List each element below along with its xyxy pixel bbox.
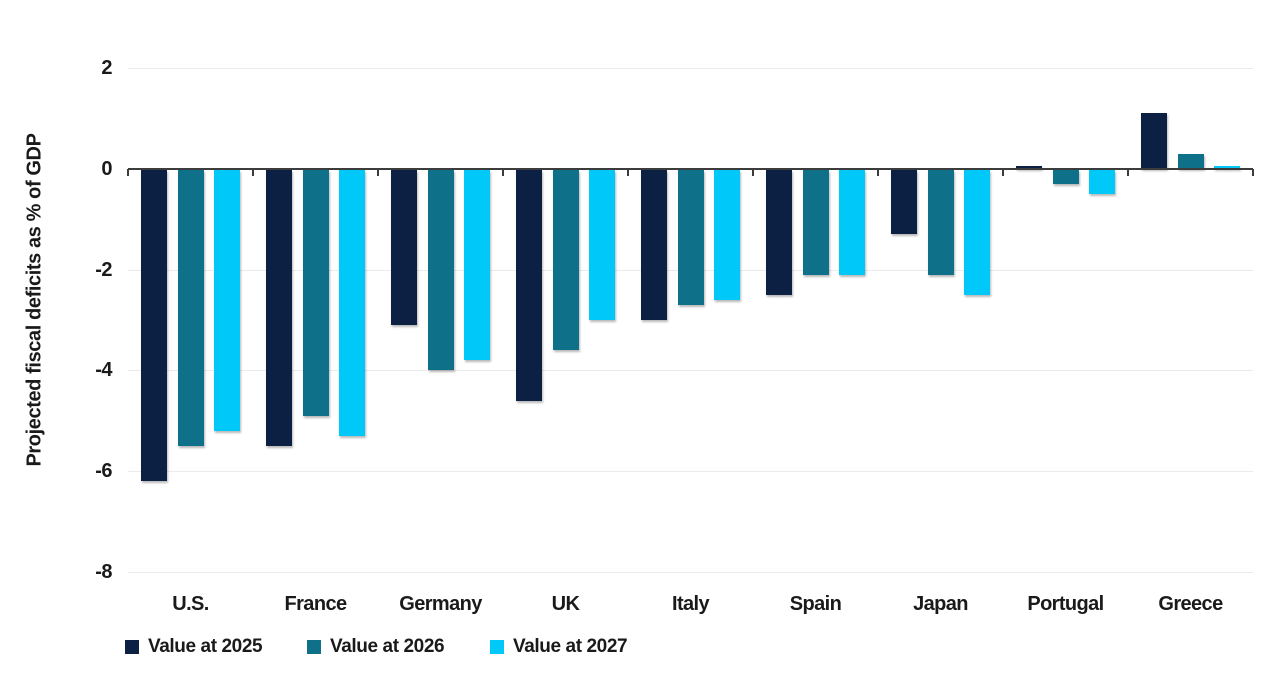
bar bbox=[964, 169, 990, 295]
y-tick-label: -8 bbox=[95, 561, 112, 583]
axis-tick bbox=[127, 168, 129, 176]
axis-tick bbox=[1252, 168, 1254, 176]
axis-tick bbox=[252, 168, 254, 176]
legend-item-2025: Value at 2025 bbox=[125, 634, 263, 660]
legend-swatch-2027 bbox=[490, 640, 504, 654]
bar bbox=[677, 169, 704, 305]
y-tick-label: -2 bbox=[95, 258, 112, 281]
x-category-label: Italy bbox=[671, 593, 710, 615]
bar bbox=[516, 169, 542, 401]
bar bbox=[1177, 153, 1204, 169]
bar bbox=[552, 169, 579, 351]
x-category-label: U.S. bbox=[172, 593, 209, 615]
bar bbox=[302, 169, 329, 416]
bar bbox=[1141, 113, 1167, 169]
bar bbox=[589, 169, 615, 320]
bar bbox=[141, 169, 167, 482]
gridline bbox=[128, 370, 1253, 372]
bar bbox=[802, 169, 829, 275]
bar bbox=[1052, 169, 1079, 184]
legend-item-2027: Value at 2027 bbox=[490, 634, 628, 660]
x-category-label: Greece bbox=[1158, 593, 1223, 615]
x-category-label: UK bbox=[551, 593, 580, 615]
bar bbox=[1089, 169, 1115, 194]
y-tick-label: -4 bbox=[95, 359, 112, 382]
axis-tick bbox=[1002, 168, 1004, 176]
x-category-label: France bbox=[284, 593, 348, 615]
bar bbox=[214, 169, 240, 431]
legend-label-2027: Value at 2027 bbox=[513, 636, 628, 657]
legend-swatch-2025 bbox=[125, 640, 139, 654]
zero-axis-line bbox=[128, 167, 1253, 170]
x-category-label: Portugal bbox=[1027, 593, 1104, 615]
axis-tick bbox=[502, 168, 504, 176]
bar bbox=[339, 169, 365, 436]
bar bbox=[427, 169, 454, 371]
plot-area bbox=[127, 68, 1254, 573]
bar bbox=[839, 169, 865, 275]
gridline bbox=[128, 68, 1253, 69]
axis-tick bbox=[377, 168, 379, 176]
y-axis-title: Projected fiscal deficits as % of GDP bbox=[23, 133, 46, 467]
axis-tick bbox=[877, 168, 879, 176]
axis-tick bbox=[752, 168, 754, 176]
bar bbox=[714, 169, 740, 300]
bar bbox=[1016, 166, 1042, 169]
gridline bbox=[128, 572, 1253, 573]
legend-label-2026: Value at 2026 bbox=[330, 636, 445, 657]
legend-label-2025: Value at 2025 bbox=[148, 636, 263, 657]
bar bbox=[266, 169, 292, 446]
gridline bbox=[128, 471, 1253, 473]
x-category-label: Japan bbox=[913, 593, 968, 615]
bar bbox=[177, 169, 204, 446]
bar bbox=[927, 169, 954, 275]
x-category-label: Spain bbox=[789, 593, 842, 615]
bar bbox=[1214, 166, 1240, 169]
x-category-label: Germany bbox=[399, 593, 482, 615]
bar bbox=[464, 169, 490, 361]
bar bbox=[766, 169, 792, 295]
bar bbox=[391, 169, 417, 326]
bar bbox=[641, 169, 667, 320]
legend-item-2026: Value at 2026 bbox=[307, 634, 445, 660]
axis-tick bbox=[1127, 168, 1129, 176]
bar bbox=[891, 169, 917, 235]
axis-tick bbox=[627, 168, 629, 176]
y-tick-label: 0 bbox=[101, 157, 112, 180]
y-tick-label: -6 bbox=[95, 460, 112, 483]
y-tick-label: 2 bbox=[101, 57, 112, 79]
legend-swatch-2026 bbox=[307, 640, 321, 654]
